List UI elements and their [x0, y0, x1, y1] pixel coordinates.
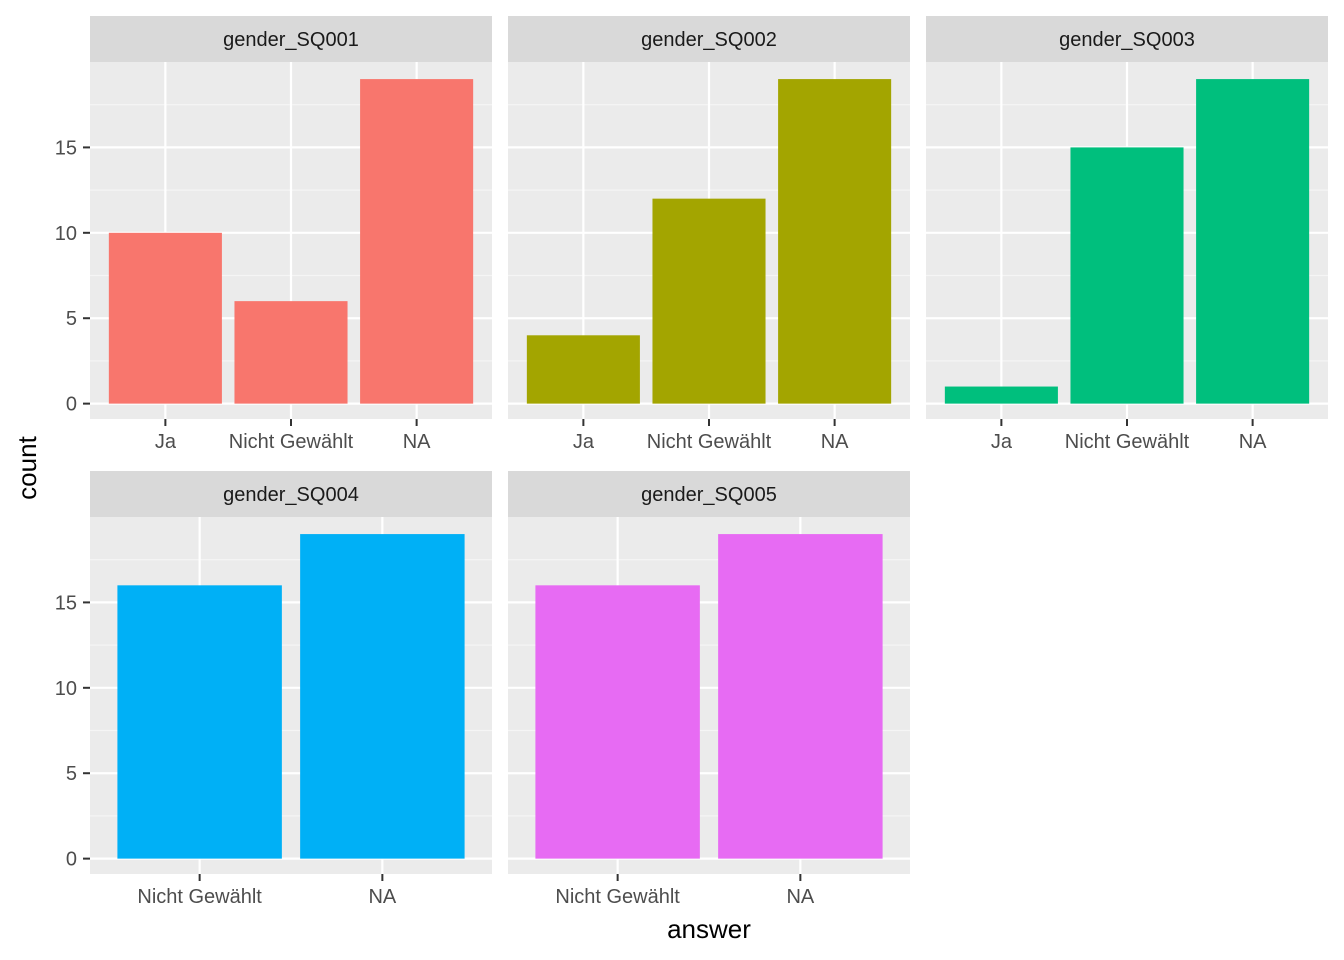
panel-1-x-tick-label: Ja [155, 431, 177, 453]
panel-5-x-tick-label: Nicht Gewählt [555, 886, 680, 908]
panel-5-bar [718, 534, 883, 859]
panel-4-y-tick-label: 5 [66, 763, 77, 785]
panel-2-bar [778, 79, 892, 404]
panel-2-x-tick-label: Nicht Gewählt [647, 431, 772, 453]
panel-1-y-tick-label: 15 [55, 137, 77, 159]
x-axis-title: answer [667, 914, 751, 944]
panel-4-bar [300, 534, 465, 859]
panel-5-x-tick-label: NA [786, 886, 814, 908]
panel-4-title: gender_SQ004 [223, 484, 359, 506]
panel-1-y-tick-label: 5 [66, 308, 77, 330]
panel-4-y-tick-label: 10 [55, 678, 77, 700]
panel-3-strip [926, 16, 1328, 62]
panel-3-bar [1196, 79, 1310, 404]
panel-3-bar [1070, 147, 1184, 404]
panel-1-bar [108, 232, 222, 404]
panel-3-x-tick-label: NA [1239, 431, 1267, 453]
panel-3-x-tick-label: Nicht Gewählt [1065, 431, 1190, 453]
panel-2-strip [508, 16, 910, 62]
panel-3-x-tick-label: Ja [991, 431, 1013, 453]
panel-1-title: gender_SQ001 [223, 29, 359, 51]
panel-1-bar [360, 79, 474, 404]
panel-4-x-tick-label: NA [368, 886, 396, 908]
panel-1-bar [234, 301, 348, 404]
panel-5-title: gender_SQ005 [641, 484, 777, 506]
panel-2-x-tick-label: Ja [573, 431, 595, 453]
panel-2-bar [652, 198, 766, 404]
panel-5-strip [508, 471, 910, 517]
panel-1-x-tick-label: Nicht Gewählt [229, 431, 354, 453]
panel-4-y-tick-label: 0 [66, 849, 77, 871]
panel-4-strip [90, 471, 492, 517]
panel-1-x-tick-label: NA [403, 431, 431, 453]
panel-2-title: gender_SQ002 [641, 29, 777, 51]
panel-2-x-tick-label: NA [821, 431, 849, 453]
panel-1-strip [90, 16, 492, 62]
panel-1-y-tick-label: 10 [55, 223, 77, 245]
panel-4-x-tick-label: Nicht Gewählt [137, 886, 262, 908]
panel-2-bar [526, 335, 640, 404]
panel-5-bar [535, 585, 700, 859]
panel-4-bar [117, 585, 282, 859]
y-axis-title: count [12, 435, 42, 499]
panel-4-y-tick-label: 15 [55, 592, 77, 614]
panel-3-title: gender_SQ003 [1059, 29, 1195, 51]
panel-1-y-tick-label: 0 [66, 394, 77, 416]
panel-3-bar [944, 386, 1058, 404]
